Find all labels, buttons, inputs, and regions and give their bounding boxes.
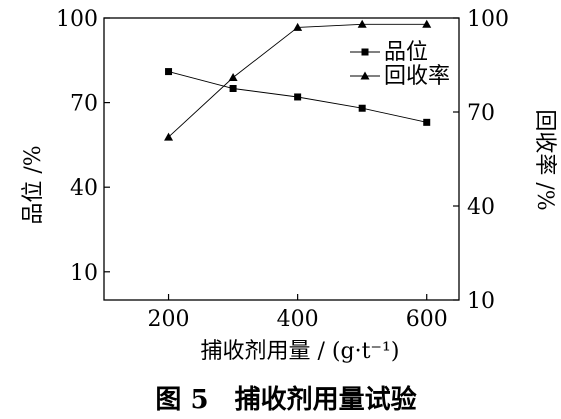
data-point-grade	[229, 85, 237, 92]
legend: 品位 回收率	[350, 40, 450, 89]
data-point-grade	[294, 93, 302, 101]
legend-item-grade: 品位	[350, 40, 428, 65]
right-axis-title: 回收率 /%	[532, 109, 557, 210]
legend-label-grade: 品位	[384, 40, 428, 65]
data-point-grade	[358, 104, 366, 112]
data-point-recovery	[293, 22, 303, 31]
legend-label-recovery: 回收率	[384, 64, 450, 89]
x-axis-title: 捕收剂用量 / (g·t⁻¹)	[201, 339, 400, 364]
right-y-tick-label: 10	[467, 289, 495, 314]
x-tick-label: 400	[277, 307, 319, 332]
left-y-tick-label: 10	[70, 261, 98, 286]
data-point-recovery	[357, 19, 367, 28]
left-y-tick-label: 100	[56, 7, 98, 32]
right-y-tick-label: 100	[467, 7, 509, 32]
left-y-tick-label: 40	[70, 176, 98, 201]
right-y-tick-label: 40	[467, 195, 495, 220]
data-point-recovery	[164, 132, 174, 141]
left-y-tick-label: 70	[70, 92, 98, 117]
data-point-grade	[165, 68, 173, 76]
right-y-tick-label: 70	[467, 101, 495, 126]
figure-caption: 图 5 捕收剂用量试验	[155, 384, 416, 415]
chart-marks: 200 400 600 10 40 70 100 10 40 70 100	[56, 7, 509, 332]
x-tick-label: 200	[148, 307, 190, 332]
plot-frame	[103, 17, 460, 301]
data-point-grade	[423, 118, 431, 126]
x-tick-label: 600	[406, 307, 448, 332]
data-point-recovery	[422, 19, 432, 28]
left-axis-title: 品位 /%	[21, 145, 46, 224]
legend-item-recovery: 回收率	[350, 64, 450, 89]
data-point-recovery	[228, 73, 238, 82]
